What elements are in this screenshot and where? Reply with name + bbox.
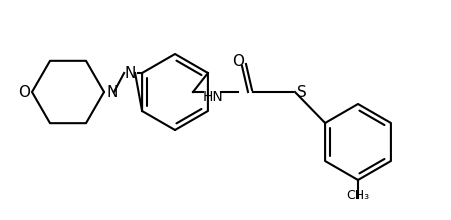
Text: HN: HN	[202, 90, 223, 104]
Text: S: S	[297, 84, 307, 99]
Text: CH₃: CH₃	[346, 189, 369, 202]
Text: O: O	[18, 84, 30, 99]
Text: O: O	[232, 54, 244, 69]
Text: N: N	[106, 84, 117, 99]
Text: N: N	[124, 66, 136, 81]
